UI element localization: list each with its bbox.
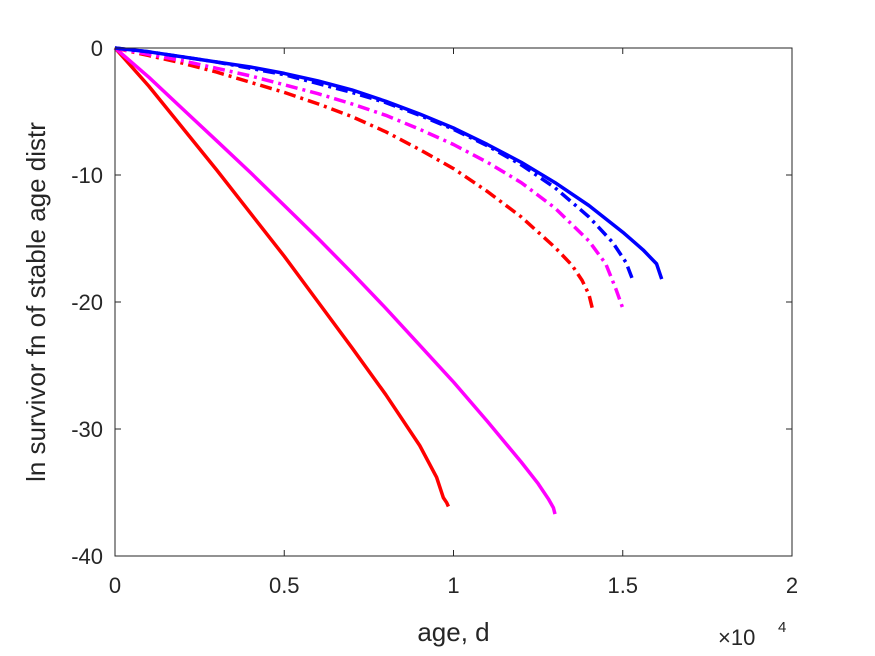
y-tick-label: -10 [71, 163, 103, 188]
y-axis: 0 -10 -20 -30 -40 [71, 36, 792, 569]
x-tick-label: 0.5 [269, 573, 300, 598]
series-line-1 [113, 46, 450, 508]
series-line-4 [114, 46, 625, 309]
series-line-2 [113, 46, 557, 515]
x-tick-label: 0 [109, 573, 121, 598]
y-axis-label: ln survivor fn of stable age distr [21, 122, 51, 482]
y-tick-label: -20 [71, 290, 103, 315]
series-line-6 [114, 46, 664, 280]
x-exponent-label: ×10 4 [718, 619, 786, 650]
x-exponent-power: 4 [778, 619, 786, 636]
series-line-3 [114, 46, 594, 309]
x-tick-label: 1 [447, 573, 459, 598]
x-tick-label: 1.5 [607, 573, 638, 598]
x-tick-label: 2 [786, 573, 798, 598]
y-tick-label: -30 [71, 417, 103, 442]
x-axis-label: age, d [417, 617, 489, 647]
y-tick-label: -40 [71, 544, 103, 569]
x-exponent-base: ×10 [718, 625, 755, 650]
plot-area [115, 48, 792, 556]
y-tick-label: 0 [91, 36, 103, 61]
x-axis: 0 0.5 1 1.5 2 [109, 48, 798, 598]
series-layer [113, 46, 664, 515]
